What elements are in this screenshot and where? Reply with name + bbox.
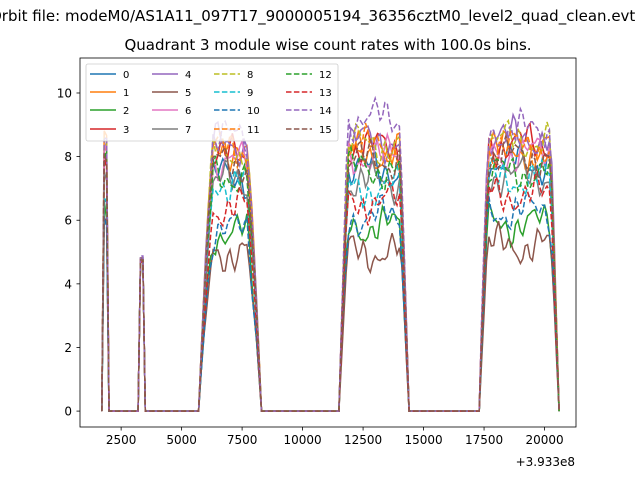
x-tick-label: 10000 [284,433,322,447]
chart-title: Quadrant 3 module wise count rates with … [124,36,531,54]
series-line-15 [101,133,560,412]
legend-label-0: 0 [123,70,129,81]
x-tick-label: 20000 [525,433,563,447]
legend-label-13: 13 [319,88,332,99]
series-line-7 [101,154,560,412]
axes: 2500 5000 7500 10000 12500 15000 17500 20000 0 2 4… [57,57,577,447]
legend-label-12: 12 [319,70,332,81]
series-line-2 [101,201,560,412]
legend-label-3: 3 [123,125,129,136]
y-tick-label: 8 [64,150,72,164]
axes-frame [79,57,577,428]
legend-label-11: 11 [247,125,260,136]
legend-label-15: 15 [319,125,332,136]
legend-label-5: 5 [185,88,191,99]
series-line-5 [101,215,560,412]
plot-area [101,95,560,412]
legend-label-1: 1 [123,88,129,99]
figure-suptitle: Orbit file: modeM0/AS1A11_097T17_9000005… [0,7,636,25]
x-offset-label: +3.933e8 [516,455,575,469]
legend-label-7: 7 [185,125,191,136]
legend-label-9: 9 [247,88,253,99]
series-line-14 [101,95,560,412]
y-tick-label: 2 [64,341,72,355]
series-line-13 [101,158,560,412]
x-tick-label: 12500 [344,433,382,447]
legend-label-10: 10 [247,106,260,117]
legend-label-4: 4 [185,70,191,81]
series-line-10 [101,190,560,412]
legend-frame [85,63,339,142]
x-tick-label: 15000 [404,433,442,447]
legend-label-6: 6 [185,106,191,117]
y-tick-label: 0 [64,405,72,419]
series-line-6 [101,131,560,412]
series-line-0 [101,141,560,412]
legend-label-2: 2 [123,106,129,117]
legend-label-14: 14 [319,106,332,117]
legend-label-8: 8 [247,70,253,81]
x-tick-label: 5000 [166,433,197,447]
series-line-4 [101,112,560,412]
y-tick-label: 10 [57,86,72,100]
x-tick-label: 2500 [106,433,137,447]
series-line-12 [101,144,560,412]
suptitle-container: Orbit file: modeM0/AS1A11_097T17_9000005… [0,7,640,25]
series-line-9 [101,156,560,412]
y-tick-label: 6 [64,214,72,228]
y-tick-label: 4 [64,277,72,291]
x-tick-label: 7500 [227,433,258,447]
x-tick-label: 17500 [465,433,503,447]
